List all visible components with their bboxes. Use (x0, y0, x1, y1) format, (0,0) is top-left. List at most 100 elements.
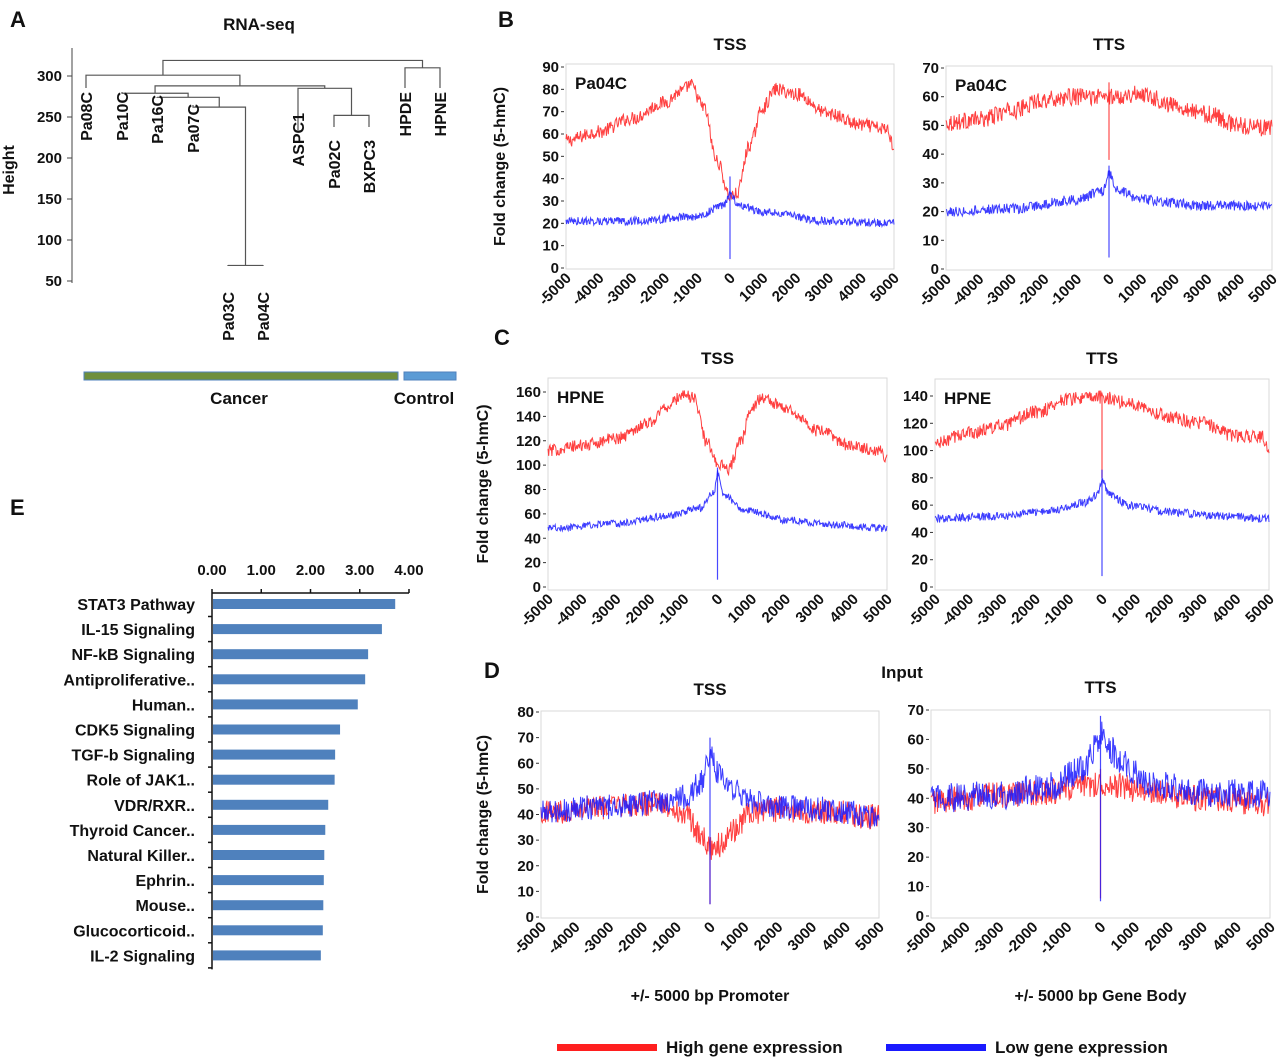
x-tick-label: 3000 (1180, 271, 1216, 307)
y-tick-label: 30 (922, 175, 939, 192)
bar (213, 599, 396, 609)
y-tick-label: 100 (516, 457, 541, 474)
x-tick-label: -4000 (568, 270, 607, 309)
dendrogram-tree (85, 59, 441, 267)
y-tick-label: 70 (907, 702, 924, 719)
y-tick-label: 80 (517, 704, 534, 721)
bar-category-label: Ephrin.. (135, 873, 195, 890)
dendrogram-leaf-labels: Pa08C Pa10C Pa16C Pa07C Pa03C Pa04C ASPC1 Pa02C… (79, 92, 450, 341)
leaf-label: ASPC1 (291, 113, 308, 166)
cancer-group-bar (83, 371, 399, 381)
y-tick-label: 10 (517, 883, 534, 900)
x-tick-label: 2000 (759, 591, 795, 627)
y-tick-label: 90 (542, 59, 559, 76)
dendrogram-y-label: Height (1, 144, 18, 194)
legend-swatch-low (886, 1044, 986, 1051)
input-annotation: Input (881, 663, 923, 682)
sample-label: Pa04C (575, 74, 627, 93)
x-tick-label: -2000 (1005, 591, 1044, 630)
bar (213, 824, 326, 835)
bar-category-label: STAT3 Pathway (77, 597, 195, 614)
x-tick-label: 2.00 (296, 562, 325, 579)
x-tick-label: -2000 (634, 270, 673, 309)
x-tick-label: 0 (1093, 591, 1111, 609)
leaf-label: Pa08C (79, 92, 96, 141)
x-tick-label: -3000 (601, 270, 640, 309)
x-tick-label: 3000 (785, 919, 821, 955)
x-tick-label: -4000 (938, 591, 977, 630)
bar-category-label: Natural Killer.. (87, 848, 195, 865)
bar-category-label: Human.. (132, 697, 195, 714)
x-tick-label: -3000 (981, 271, 1020, 310)
bar (213, 925, 323, 936)
x-tick-label: 3000 (802, 270, 838, 306)
x-tick-label: 2000 (769, 270, 805, 306)
x-tick-label: 2000 (1147, 271, 1183, 307)
x-tick-label: -4000 (935, 919, 974, 958)
x-tick-label: -4000 (552, 591, 591, 630)
x-tick-label: 2000 (1142, 591, 1178, 627)
plot-d-tts: TTS010203040506070-5000-4000-3000-2000-1… (901, 678, 1279, 1005)
y-tick-label: 40 (907, 790, 924, 807)
y-tick-label: 120 (516, 433, 541, 450)
bar-category-label: Thyroid Cancer.. (70, 823, 195, 840)
leaf-label: BXPC3 (362, 140, 379, 193)
leaf-label: Pa16C (150, 95, 167, 144)
merge-cancer-subclusters (154, 85, 326, 94)
bar-category-label: CDK5 Signaling (75, 723, 195, 740)
bar-category-label: Antiproliferative.. (63, 672, 195, 689)
bar-category-label: Glucocorticoid.. (73, 923, 195, 940)
y-tick-label: 0 (916, 908, 924, 925)
x-tick-label: -3000 (578, 919, 617, 958)
bar-category-label: Role of JAK1.. (87, 773, 195, 790)
x-tick-label: 4000 (818, 919, 854, 955)
bar-category-label: VDR/RXR.. (114, 798, 195, 815)
x-tick-label: -1000 (1046, 271, 1085, 310)
legend-label-high: High gene expression (666, 1038, 843, 1057)
plot-title: TSS (693, 680, 726, 699)
plot-c-tss: TSS HPNE Fold change (5-hmC) 0 20 40 60 80 100 12… (475, 349, 896, 630)
x-tick-label: 0 (701, 919, 719, 937)
y-tick-label: 100 (37, 232, 62, 249)
y-tick-label: 60 (922, 89, 939, 106)
y-tick-label: 40 (524, 530, 541, 547)
x-tick-label: -5000 (518, 591, 557, 630)
y-tick-label: 0 (526, 909, 534, 926)
bar (213, 950, 321, 961)
x-tick-label: -3000 (968, 919, 1007, 958)
bar-category-label: NF-kB Signaling (71, 647, 195, 664)
y-tick-label: 70 (517, 730, 534, 747)
legend-swatch-high (557, 1044, 657, 1051)
y-tick-label: 80 (524, 482, 541, 499)
bar-category-label: IL-15 Signaling (81, 622, 195, 639)
plot-title: TSS (713, 35, 746, 54)
y-tick-label: 140 (516, 408, 541, 425)
x-tick-label: 5000 (1245, 271, 1280, 307)
y-tick-label: 150 (37, 191, 62, 208)
x-tick-label: 0 (1100, 271, 1118, 289)
y-tick-label: 20 (922, 204, 939, 221)
y-tick-label: 0 (533, 579, 541, 596)
bar (213, 774, 335, 785)
x-tick-label: 3000 (1175, 591, 1211, 627)
x-tick-label: 4000 (834, 270, 870, 306)
panel-letter-d: D (484, 658, 500, 683)
x-tick-label: 5000 (852, 919, 888, 955)
merge-hpde-hpne (404, 67, 441, 88)
plot-title: TTS (1093, 35, 1125, 54)
x-tick-label: -1000 (1036, 919, 1075, 958)
y-tick-label: 60 (907, 731, 924, 748)
x-tick-label: 5000 (860, 591, 896, 627)
sample-label: HPNE (557, 388, 604, 407)
plot-c-tts: TTS HPNE 0 20 40 60 80 100 120 140 -5000-4000-3000… (903, 349, 1278, 630)
x-tick-label: -2000 (612, 919, 651, 958)
bar (213, 900, 324, 911)
leaf-label: Pa07C (186, 104, 203, 153)
leaf-label: HPNE (433, 92, 450, 137)
panel-letter-c: C (494, 325, 510, 350)
x-tick-label: 5000 (867, 270, 903, 306)
sample-label: Pa04C (955, 76, 1007, 95)
x-tick-label: -1000 (653, 591, 692, 630)
bar (213, 749, 336, 760)
y-tick-label: 10 (907, 879, 924, 896)
